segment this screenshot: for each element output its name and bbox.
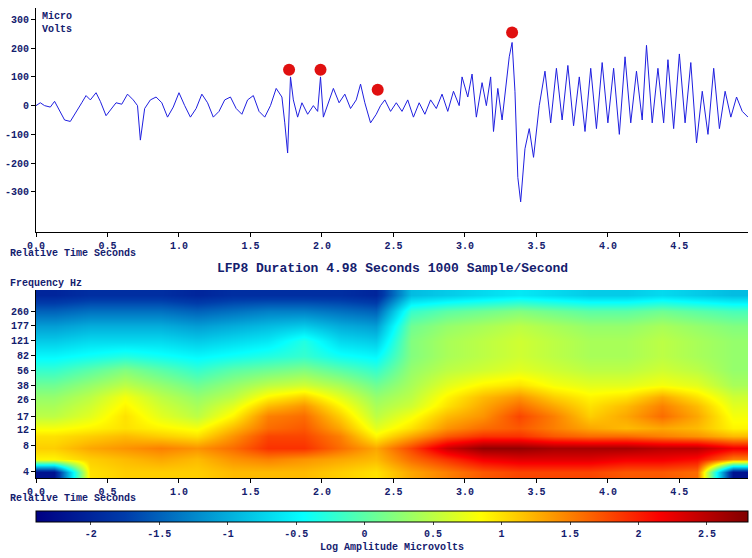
svg-text:0.0: 0.0 [27,241,45,252]
svg-text:-300: -300 [5,187,29,198]
svg-text:100: 100 [11,72,29,83]
svg-text:8: 8 [23,441,29,452]
svg-text:2.5: 2.5 [384,487,402,498]
svg-text:3.0: 3.0 [456,241,474,252]
svg-text:26: 26 [17,395,29,406]
svg-text:121: 121 [11,336,29,347]
svg-text:1.0: 1.0 [170,487,188,498]
svg-text:Relative Time Seconds: Relative Time Seconds [10,248,136,259]
svg-text:1: 1 [499,529,505,540]
svg-text:56: 56 [17,366,29,377]
svg-text:-1.5: -1.5 [147,529,171,540]
svg-text:38: 38 [17,381,29,392]
svg-text:260: 260 [11,307,29,318]
svg-text:12: 12 [17,425,29,436]
svg-text:1.0: 1.0 [170,241,188,252]
svg-text:17: 17 [17,412,29,423]
svg-text:LFP8 Duration 4.98 Seconds 100: LFP8 Duration 4.98 Seconds 1000 Sample/S… [217,261,568,276]
svg-text:4: 4 [23,467,29,478]
svg-text:-2: -2 [85,529,97,540]
svg-text:1.5: 1.5 [561,529,579,540]
svg-text:2.0: 2.0 [313,487,331,498]
svg-text:0.5: 0.5 [424,529,442,540]
svg-text:MicroVolts: MicroVolts [42,11,72,35]
svg-text:-1: -1 [222,529,234,540]
svg-text:4.5: 4.5 [670,487,688,498]
svg-text:0.0: 0.0 [27,487,45,498]
svg-text:-100: -100 [5,130,29,141]
svg-text:4.5: 4.5 [670,241,688,252]
svg-text:2: 2 [635,529,641,540]
svg-text:Relative Time Seconds: Relative Time Seconds [10,493,136,504]
svg-text:300: 300 [11,15,29,26]
svg-text:3.5: 3.5 [527,241,545,252]
svg-text:3.0: 3.0 [456,487,474,498]
svg-text:-200: -200 [5,159,29,170]
svg-text:3.5: 3.5 [527,487,545,498]
svg-text:-0.5: -0.5 [284,529,308,540]
svg-text:82: 82 [17,351,29,362]
svg-text:4.0: 4.0 [599,487,617,498]
svg-text:2.5: 2.5 [384,241,402,252]
svg-text:4.0: 4.0 [599,241,617,252]
svg-text:1.5: 1.5 [241,241,259,252]
svg-text:1.5: 1.5 [241,487,259,498]
svg-text:Frequency Hz: Frequency Hz [10,278,82,289]
svg-text:177: 177 [11,321,29,332]
svg-text:0: 0 [362,529,368,540]
svg-text:0.5: 0.5 [98,241,116,252]
svg-text:200: 200 [11,44,29,55]
svg-text:0.5: 0.5 [98,487,116,498]
svg-text:2.5: 2.5 [698,529,716,540]
svg-text:2.0: 2.0 [313,241,331,252]
svg-text:Log Amplitude Microvolts: Log Amplitude Microvolts [320,542,464,553]
svg-text:0: 0 [23,101,29,112]
